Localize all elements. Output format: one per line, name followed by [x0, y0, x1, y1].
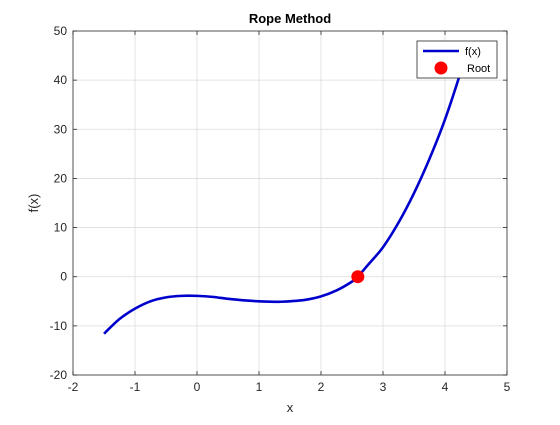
x-tick-label: 5 — [504, 380, 511, 394]
y-tick-label: 50 — [54, 24, 68, 38]
series-layer — [103, 42, 471, 335]
x-tick-label: -2 — [68, 380, 79, 394]
grid — [73, 31, 507, 375]
x-tick-label: 2 — [318, 380, 325, 394]
y-tick-label: 10 — [54, 221, 68, 235]
x-tick-label: -1 — [130, 380, 141, 394]
x-axis-label: x — [287, 400, 294, 415]
chart-title: Rope Method — [249, 11, 331, 26]
legend-label-fx: f(x) — [465, 46, 481, 58]
y-tick-label: -10 — [50, 319, 68, 333]
root-marker — [351, 270, 365, 284]
x-tick-label: 0 — [194, 380, 201, 394]
series-line-fx — [103, 42, 471, 335]
legend: f(x) Root — [416, 40, 498, 79]
y-tick-label: 20 — [54, 171, 68, 185]
legend-label-root: Root — [467, 63, 490, 75]
y-tick-label: -20 — [50, 368, 68, 382]
y-tick-label: 0 — [60, 270, 67, 284]
plot-frame — [72, 30, 508, 376]
y-tick-label: 40 — [54, 73, 68, 87]
x-tick-label: 1 — [256, 380, 263, 394]
y-axis-label: f(x) — [26, 194, 41, 213]
plot-area — [73, 31, 507, 375]
y-tick-label: 30 — [54, 122, 68, 136]
legend-box — [416, 40, 498, 79]
legend-marker-swatch — [434, 61, 448, 75]
x-tick-label: 3 — [380, 380, 387, 394]
x-tick-label: 4 — [442, 380, 449, 394]
